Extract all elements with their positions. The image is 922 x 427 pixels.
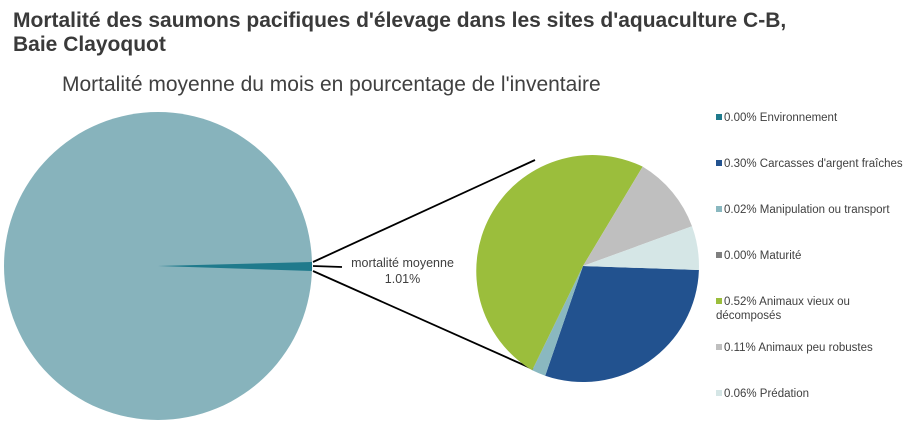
legend-item-manipulation: 0.02% Manipulation ou transport: [716, 203, 922, 217]
connector-top: [312, 159, 536, 263]
legend-label: 0.30% Carcasses d'argent fraîches: [724, 158, 903, 170]
legend-swatch-icon: [716, 298, 722, 304]
chart-title-line2: Baie Clayoquot: [13, 33, 166, 56]
legend-swatch-icon: [716, 114, 722, 120]
connector-lines: [312, 159, 536, 371]
mortality-callout-label: mortalité moyenne 1.01%: [340, 255, 465, 287]
breakdown-pie: [476, 155, 699, 383]
callout-line2: 1.01%: [384, 272, 421, 286]
slice-carcasses: [545, 266, 699, 383]
callout-leader: [312, 265, 343, 268]
legend-swatch-icon: [716, 344, 722, 350]
legend-item-peu-robustes: 0.11% Animaux peu robustes: [716, 341, 922, 355]
legend-item-carcasses: 0.30% Carcasses d'argent fraîches: [716, 157, 922, 171]
slice-manipulation: [532, 266, 583, 376]
legend-swatch-icon: [716, 252, 722, 258]
connector-bottom: [312, 270, 536, 371]
legend-label: 0.00% Environnement: [724, 112, 838, 124]
chart-title-line1: Mortalité des saumons pacifiques d'éleva…: [13, 9, 787, 32]
legend-item-animaux-vieux: 0.52% Animaux vieux ou décomposés: [716, 295, 922, 323]
main-pie: [4, 112, 313, 420]
legend-label: 0.06% Prédation: [724, 388, 810, 400]
legend-swatch-icon: [716, 206, 722, 212]
chart-title: Mortalité des saumons pacifiques d'éleva…: [13, 9, 913, 57]
legend-label: 0.02% Manipulation ou transport: [724, 204, 890, 216]
slice-peu-robustes: [583, 166, 692, 266]
slice-predation: [583, 226, 699, 270]
legend-label: 0.00% Maturité: [724, 250, 802, 262]
legend-label: 0.11% Animaux peu robustes: [724, 342, 873, 354]
legend-item-environnement: 0.00% Environnement: [716, 111, 922, 125]
legend-swatch-icon: [716, 390, 722, 396]
legend-item-maturite: 0.00% Maturité: [716, 249, 922, 263]
legend-label: 0.52% Animaux vieux ou: [724, 296, 850, 308]
legend-label-cont: décomposés: [716, 310, 782, 322]
main-pie-mortality-slice: [158, 262, 313, 271]
legend-swatch-icon: [716, 160, 722, 166]
callout-line1: mortalité moyenne: [351, 256, 454, 270]
chart-subtitle: Mortalité moyenne du mois en pourcentage…: [62, 73, 601, 96]
legend-item-predation: 0.06% Prédation: [716, 387, 922, 401]
slice-animaux-vieux: [476, 155, 643, 371]
